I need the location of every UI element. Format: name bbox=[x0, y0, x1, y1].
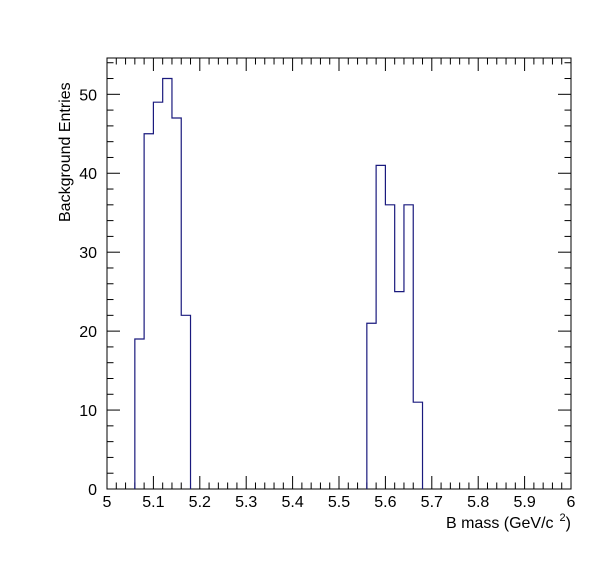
histogram-bin bbox=[172, 118, 181, 489]
x-axis-ticks bbox=[106, 58, 572, 489]
y-tick-label: 10 bbox=[79, 403, 97, 420]
y-axis-title: Background Entries bbox=[57, 82, 74, 222]
x-axis-title-superscript: 2 bbox=[560, 512, 566, 524]
plot-frame bbox=[106, 57, 572, 490]
histogram-series bbox=[134, 77, 424, 489]
histogram-bin bbox=[163, 79, 172, 489]
x-tick-label: 5.1 bbox=[142, 494, 164, 511]
y-tick-label: 30 bbox=[79, 245, 97, 262]
x-axis-tick-labels: 5 5.1 5.2 5.3 5.4 5.5 5.6 5.7 5.8 5.9 6 bbox=[103, 494, 576, 511]
plot-frame-border bbox=[106, 57, 572, 490]
x-axis-title-close: ) bbox=[566, 515, 571, 532]
y-tick-label: 0 bbox=[88, 482, 97, 499]
x-tick-label: 5.8 bbox=[467, 494, 489, 511]
histogram-bin bbox=[385, 205, 394, 489]
histogram-bin bbox=[367, 323, 376, 489]
x-tick-label: 6 bbox=[567, 494, 576, 511]
x-tick-label: 5.6 bbox=[374, 494, 396, 511]
x-tick-label: 5 bbox=[103, 494, 112, 511]
histogram-bin bbox=[135, 339, 144, 489]
y-tick-label: 50 bbox=[79, 87, 97, 104]
y-axis-ticks bbox=[107, 62, 571, 490]
x-tick-label: 5.4 bbox=[281, 494, 303, 511]
x-tick-label: 5.2 bbox=[189, 494, 211, 511]
x-tick-label: 5.9 bbox=[513, 494, 535, 511]
histogram-bin bbox=[404, 205, 413, 489]
histogram-bin bbox=[395, 292, 404, 489]
x-tick-label: 5.7 bbox=[421, 494, 443, 511]
histogram-outline bbox=[134, 77, 192, 489]
histogram-bin bbox=[153, 102, 162, 489]
y-tick-label: 40 bbox=[79, 166, 97, 183]
y-tick-label: 20 bbox=[79, 324, 97, 341]
histogram-bin bbox=[376, 165, 385, 489]
x-axis-title: B mass (GeV/c 2) bbox=[446, 512, 571, 532]
histogram-bin bbox=[181, 315, 190, 489]
histogram-outline bbox=[366, 164, 424, 489]
histogram-bin bbox=[144, 134, 153, 489]
x-tick-label: 5.3 bbox=[235, 494, 257, 511]
histogram-bin bbox=[413, 402, 422, 489]
x-tick-label: 5.5 bbox=[328, 494, 350, 511]
x-axis-title-main: B mass (GeV/c bbox=[446, 515, 554, 532]
y-axis-tick-labels: 0 10 20 30 40 50 bbox=[79, 87, 97, 499]
